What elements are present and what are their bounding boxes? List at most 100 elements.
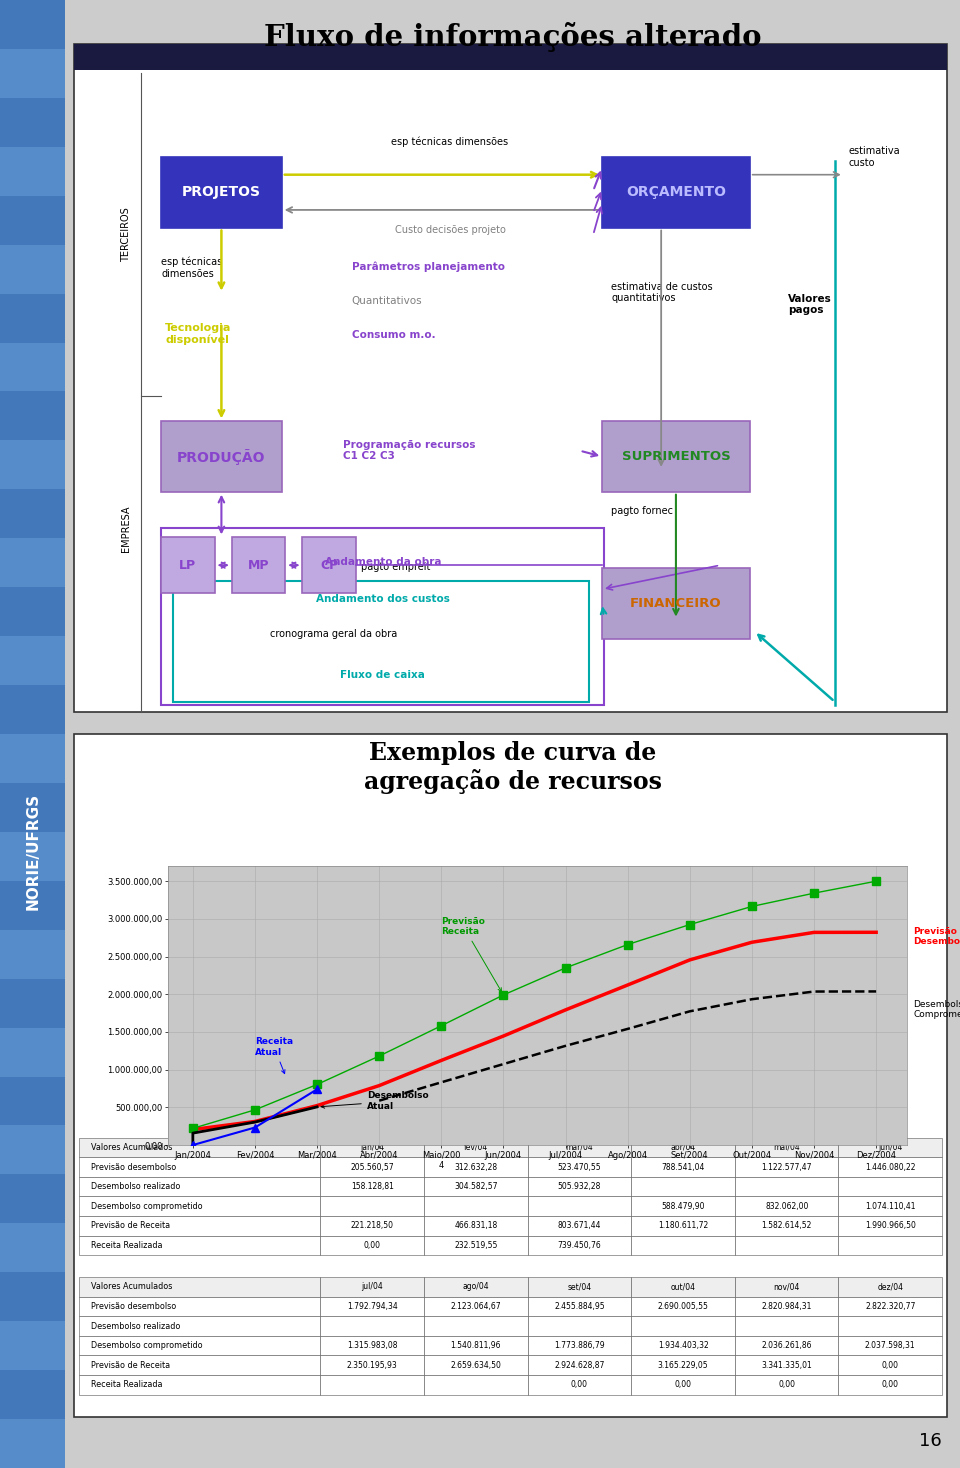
- Bar: [528, 1296, 632, 1317]
- Bar: [424, 1376, 528, 1395]
- Text: cronograma geral da obra: cronograma geral da obra: [270, 630, 397, 639]
- Bar: [0, 1076, 65, 1126]
- Text: 788.541,04: 788.541,04: [661, 1163, 705, 1171]
- Text: 1.792.794,34: 1.792.794,34: [347, 1302, 397, 1311]
- Bar: [0, 734, 65, 782]
- Text: nov/04: nov/04: [774, 1283, 800, 1292]
- Bar: [424, 1355, 528, 1376]
- Bar: [632, 1216, 735, 1236]
- Bar: [424, 1336, 528, 1355]
- Text: esp técnicas
dimensões: esp técnicas dimensões: [161, 257, 223, 279]
- Text: Consumo m.o.: Consumo m.o.: [351, 330, 435, 339]
- Bar: [602, 568, 750, 639]
- Text: MP: MP: [248, 559, 270, 571]
- Text: 1.315.983,08: 1.315.983,08: [347, 1342, 397, 1351]
- Bar: [838, 1236, 942, 1255]
- Bar: [0, 48, 65, 98]
- Text: 205.560,57: 205.560,57: [350, 1163, 394, 1171]
- Text: 312.632,28: 312.632,28: [454, 1163, 497, 1171]
- Bar: [528, 1355, 632, 1376]
- Text: Valores Acumulados: Valores Acumulados: [91, 1283, 172, 1292]
- Text: 0,00: 0,00: [364, 1240, 381, 1249]
- Text: PROJETOS: PROJETOS: [181, 185, 261, 200]
- Text: 1.074.110,41: 1.074.110,41: [865, 1202, 916, 1211]
- Text: Quantitativos: Quantitativos: [351, 297, 422, 305]
- Bar: [838, 1317, 942, 1336]
- Bar: [321, 1376, 424, 1395]
- Text: pagto empreit: pagto empreit: [361, 562, 430, 571]
- Bar: [838, 1157, 942, 1177]
- Text: 466.831,18: 466.831,18: [454, 1221, 497, 1230]
- Text: esp técnicas dimensões: esp técnicas dimensões: [392, 137, 509, 147]
- Bar: [528, 1317, 632, 1336]
- Bar: [74, 44, 947, 712]
- Bar: [424, 1216, 528, 1236]
- Text: 158.128,81: 158.128,81: [350, 1182, 394, 1191]
- Bar: [838, 1138, 942, 1157]
- Text: 0,00: 0,00: [882, 1380, 899, 1389]
- Text: 2.350.195,93: 2.350.195,93: [347, 1361, 397, 1370]
- Bar: [632, 1177, 735, 1196]
- Bar: [424, 1296, 528, 1317]
- Text: 523.470,55: 523.470,55: [558, 1163, 601, 1171]
- Bar: [321, 1138, 424, 1157]
- Bar: [0, 587, 65, 636]
- Bar: [602, 157, 750, 228]
- Bar: [173, 581, 588, 702]
- Bar: [838, 1216, 942, 1236]
- Text: 1.990.966,50: 1.990.966,50: [865, 1221, 916, 1230]
- Bar: [838, 1336, 942, 1355]
- Bar: [0, 686, 65, 734]
- Text: FINANCEIRO: FINANCEIRO: [630, 597, 722, 609]
- Text: Previsão de Receita: Previsão de Receita: [91, 1361, 170, 1370]
- Bar: [528, 1138, 632, 1157]
- Bar: [528, 1336, 632, 1355]
- Bar: [735, 1216, 838, 1236]
- Bar: [0, 147, 65, 195]
- Bar: [0, 1420, 65, 1468]
- Text: jun/04: jun/04: [878, 1144, 902, 1152]
- Bar: [528, 1277, 632, 1296]
- Bar: [161, 537, 215, 593]
- Bar: [79, 1157, 321, 1177]
- Bar: [632, 1138, 735, 1157]
- Bar: [632, 1236, 735, 1255]
- Text: 2.924.628,87: 2.924.628,87: [554, 1361, 605, 1370]
- Bar: [735, 1355, 838, 1376]
- Text: 304.582,57: 304.582,57: [454, 1182, 497, 1191]
- Bar: [321, 1296, 424, 1317]
- Text: mar/04: mar/04: [565, 1144, 593, 1152]
- Bar: [74, 44, 947, 70]
- Text: Receita Realizada: Receita Realizada: [91, 1240, 162, 1249]
- Text: abr/04: abr/04: [670, 1144, 696, 1152]
- Text: 0,00: 0,00: [571, 1380, 588, 1389]
- Text: 232.519,55: 232.519,55: [454, 1240, 497, 1249]
- Text: SUPRIMENTOS: SUPRIMENTOS: [621, 451, 731, 462]
- Bar: [321, 1177, 424, 1196]
- Bar: [0, 1273, 65, 1321]
- Text: dez/04: dez/04: [877, 1283, 903, 1292]
- Bar: [161, 528, 604, 705]
- Text: NORIE/UFRGS: NORIE/UFRGS: [25, 793, 40, 910]
- Bar: [79, 1336, 321, 1355]
- Text: Receita Realizada: Receita Realizada: [91, 1380, 162, 1389]
- Bar: [0, 489, 65, 539]
- Bar: [0, 979, 65, 1028]
- Text: Valores
pagos: Valores pagos: [788, 294, 832, 316]
- Text: 2.455.884,95: 2.455.884,95: [554, 1302, 605, 1311]
- Text: 2.690.005,55: 2.690.005,55: [658, 1302, 708, 1311]
- Bar: [0, 539, 65, 587]
- Text: jul/04: jul/04: [361, 1283, 383, 1292]
- Bar: [0, 440, 65, 489]
- Text: Exemplos de curva de
agregação de recursos: Exemplos de curva de agregação de recurs…: [364, 741, 661, 794]
- Bar: [0, 1321, 65, 1370]
- Text: Desembolso comprometido: Desembolso comprometido: [91, 1342, 203, 1351]
- Bar: [424, 1317, 528, 1336]
- Bar: [0, 832, 65, 881]
- Bar: [528, 1236, 632, 1255]
- Bar: [632, 1376, 735, 1395]
- Text: estimativa
custo: estimativa custo: [849, 147, 900, 167]
- Text: Tecnologia
disponível: Tecnologia disponível: [164, 323, 231, 345]
- Bar: [79, 1236, 321, 1255]
- Bar: [161, 157, 282, 228]
